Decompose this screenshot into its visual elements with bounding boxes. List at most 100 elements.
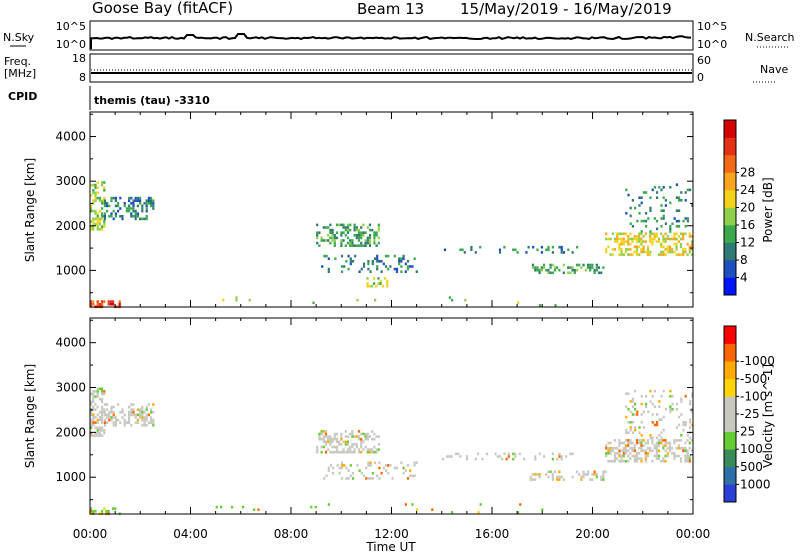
echo-cell [340,244,343,247]
echo-cell [98,199,101,202]
echo-cell [657,237,661,241]
echo-cell [364,435,367,438]
x-tick-label: 00:00 [676,527,711,541]
echo-cell [90,225,93,228]
echo-cell [349,239,352,242]
echo-cell [498,455,502,458]
echo-cell [253,508,256,511]
echo-cell [558,475,561,479]
echo-cell [109,302,112,306]
echo-cell [586,263,590,267]
echo-cell [644,459,647,463]
echo-cell [669,405,672,408]
echo-cell [686,459,689,463]
echo-cell [684,248,687,251]
echo-cell [347,267,350,271]
echo-cell [342,450,345,454]
echo-cell [640,237,643,241]
echo-cell [627,237,630,241]
echo-cell [150,196,153,200]
echo-cell [586,470,590,474]
echo-cell [378,461,381,465]
echo-cell [607,459,610,463]
echo-cell [575,470,579,474]
echo-cell [231,505,234,509]
echo-cell [605,446,608,450]
echo-cell [344,234,347,237]
echo-cell [556,266,559,269]
echo-cell [377,223,380,227]
echo-cell [101,413,104,417]
echo-cell [634,408,637,411]
echo-cell [360,432,363,436]
echo-cell [609,459,612,463]
echo-cell [90,204,93,208]
echo-cell [629,400,632,403]
echo-cell [646,441,650,445]
echo-cell [680,397,683,401]
echo-cell [110,199,113,202]
echo-cell [331,236,334,240]
echo-cell [94,222,97,226]
echo-cell [121,416,124,419]
echo-cell [673,452,676,455]
nsky-label: N.Sky [3,31,35,44]
echo-cell [653,217,656,220]
echo-cell [553,470,557,474]
echo-cell [371,450,374,454]
echo-cell [671,222,674,225]
echo-cell [134,217,137,221]
echo-cell [655,235,658,238]
echo-cell [549,266,552,269]
echo-cell [375,448,378,451]
echo-cell [344,440,347,444]
echo-cell [625,428,628,432]
echo-cell [688,459,691,463]
echo-cell [220,505,223,509]
echo-cell [578,473,581,476]
echo-cell [117,418,120,422]
freq-tick-top: 18 [72,52,86,65]
echo-cell [123,413,126,417]
echo-cell [235,296,238,299]
echo-cell [132,202,135,205]
echo-cell [101,212,104,215]
echo-cell [96,429,99,432]
echo-cell [362,448,365,451]
echo-cell [531,478,535,481]
echo-cell [664,240,667,243]
echo-cell [347,469,350,472]
echo-cell [94,191,97,195]
echo-cell [605,250,608,254]
echo-cell [640,219,643,223]
echo-cell [98,222,101,226]
echo-cell [633,457,636,460]
echo-cell [634,389,637,393]
echo-cell [145,207,148,210]
echo-cell [633,459,636,463]
echo-cell [143,416,146,419]
echo-cell [660,253,663,256]
echo-cell [368,244,372,247]
echo-cell [669,227,672,231]
echo-cell [673,217,676,220]
echo-cell [620,240,623,243]
echo-cell [675,408,678,411]
colorbar-tick-label: 12 [740,236,755,250]
echo-cell [586,266,590,269]
echo-cell [538,268,541,272]
x-tick-label: 16:00 [475,527,510,541]
echo-cell [108,413,111,417]
echo-cell [627,441,630,445]
echo-cell [514,455,517,458]
echo-cell [629,222,632,225]
echo-cell [364,244,367,247]
echo-cell [655,449,658,453]
echo-cell [684,199,687,202]
echo-cell [642,410,645,414]
echo-cell [114,199,117,202]
echo-cell [638,212,641,215]
echo-cell [688,457,691,460]
echo-cell [658,186,661,189]
